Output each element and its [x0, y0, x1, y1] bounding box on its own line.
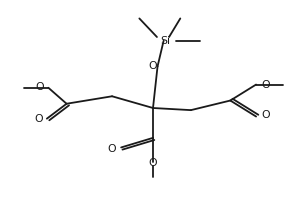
Text: O: O — [149, 61, 157, 71]
Text: O: O — [34, 114, 43, 124]
Text: O: O — [149, 159, 157, 168]
Text: O: O — [35, 82, 44, 92]
Text: O: O — [261, 79, 270, 90]
Text: O: O — [107, 143, 116, 154]
Text: O: O — [261, 110, 270, 121]
Text: Si: Si — [160, 36, 170, 46]
